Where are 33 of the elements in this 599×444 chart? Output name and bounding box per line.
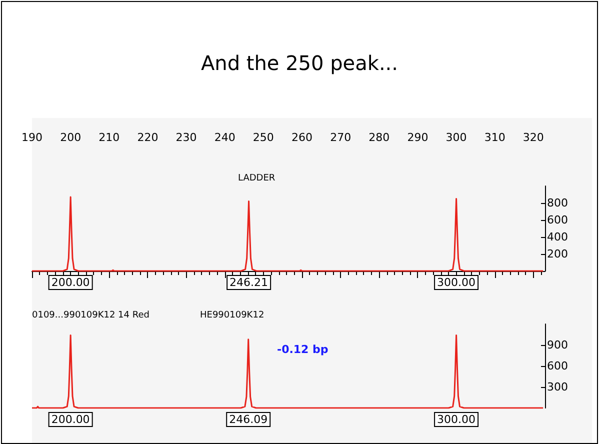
text: 0109...990109K12 14 Red: [32, 310, 150, 320]
x-tick-label: 270: [330, 131, 352, 144]
text: HE990109K12: [200, 310, 264, 320]
annotation: 300.00: [437, 276, 476, 289]
text: LADDER: [238, 174, 276, 184]
y-tick-label: 900: [547, 338, 568, 352]
x-tick-label: 190: [22, 131, 42, 144]
x-tick-label: 200: [60, 131, 82, 144]
x-tick-label: 230: [176, 131, 197, 144]
annotation: 200.00: [51, 276, 90, 289]
x-tick-label: 260: [292, 131, 312, 144]
annotation: 200.00: [51, 413, 90, 426]
annotation: 246.09: [229, 413, 268, 426]
x-tick-label: 210: [98, 131, 120, 144]
chart-title: And the 250 peak...: [200, 51, 398, 75]
y-tick-label: 800: [547, 196, 568, 210]
x-tick-label: 310: [484, 131, 506, 144]
annotation: 300.00: [437, 413, 476, 426]
x-tick-label: 240: [214, 131, 236, 144]
y-tick-label: 600: [547, 214, 568, 226]
x-tick-label: 250: [252, 131, 274, 144]
x-tick-label: 290: [407, 131, 428, 144]
y-tick-label: 200: [547, 248, 568, 260]
y-tick-label: 300: [547, 380, 568, 394]
annotation: -0.12 bp: [277, 343, 328, 356]
x-tick-label: 320: [522, 131, 544, 144]
x-tick-label: 300: [446, 131, 467, 144]
x-tick-label: 280: [368, 131, 390, 144]
y-tick-label: 400: [547, 230, 568, 244]
line-series: [31, 334, 544, 409]
y-tick-label: 600: [547, 360, 568, 372]
annotation: 246.21: [230, 276, 268, 289]
x-tick-label: 220: [137, 131, 158, 144]
